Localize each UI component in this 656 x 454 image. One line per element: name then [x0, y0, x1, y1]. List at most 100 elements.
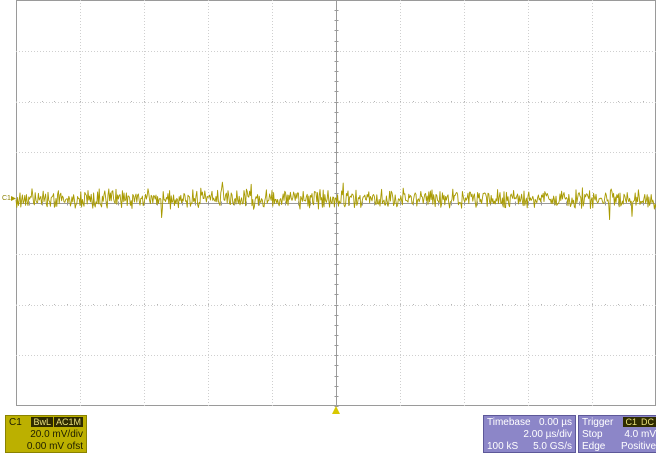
graticule-dot — [259, 101, 260, 102]
graticule-dot — [323, 304, 324, 305]
graticule-dot — [579, 101, 580, 102]
graticule-dot — [195, 304, 196, 305]
graticule-dot — [605, 304, 606, 305]
graticule-dot — [93, 101, 94, 102]
trace-line — [15, 181, 656, 221]
graticule-dot — [426, 304, 427, 305]
graticule-dot — [515, 101, 516, 102]
channel-offset: 0.00 mV ofst — [26, 441, 83, 452]
graticule-dot — [221, 101, 222, 102]
graticule-dot — [630, 101, 631, 102]
graticule-dot — [618, 304, 619, 305]
graticule-dot — [554, 101, 555, 102]
trigger-position-marker-icon[interactable] — [332, 406, 340, 414]
graticule-dot — [400, 304, 401, 305]
graticule-dot — [54, 101, 55, 102]
graticule-dot — [618, 101, 619, 102]
graticule-dot — [464, 304, 465, 305]
channel-ground-marker[interactable]: C1 — [2, 195, 16, 202]
graticule-dot — [16, 304, 17, 305]
graticule-dot — [259, 304, 260, 305]
graticule-dot — [374, 101, 375, 102]
graticule-dot — [310, 101, 311, 102]
channel-c1-descriptor[interactable]: C1 BwL AC1M 20.0 mV/div 0.00 mV ofst — [5, 415, 87, 453]
bandwidth-limit-badge: BwL — [31, 417, 53, 427]
graticule-dot — [464, 101, 465, 102]
graticule-dot — [272, 304, 273, 305]
graticule-dot — [157, 304, 158, 305]
graticule-dot — [29, 101, 30, 102]
graticule-dot — [42, 101, 43, 102]
graticule-dot — [80, 101, 81, 102]
trigger-slope: Positive — [620, 441, 656, 452]
graticule-dot — [438, 304, 439, 305]
trigger-level: 4.0 mV — [624, 429, 656, 440]
graticule-dot — [298, 304, 299, 305]
graticule-dot — [336, 304, 337, 305]
graticule-dot — [630, 304, 631, 305]
graticule-dot — [170, 101, 171, 102]
timebase-delay: 0.00 µs — [538, 417, 572, 428]
graticule-dot — [413, 101, 414, 102]
coupling-badge: AC1M — [53, 417, 83, 427]
trigger-mode: Stop — [582, 429, 603, 440]
channel-name: C1 — [9, 417, 22, 428]
graticule-dot — [349, 304, 350, 305]
graticule-dot — [592, 101, 593, 102]
graticule-dot — [118, 101, 119, 102]
graticule-dot — [67, 101, 68, 102]
graticule-dot — [272, 101, 273, 102]
timebase-scale: 2.00 µs/div — [523, 429, 572, 440]
trigger-title: Trigger — [582, 417, 614, 428]
graticule-dot — [400, 101, 401, 102]
graticule — [16, 0, 656, 407]
timebase-descriptor[interactable]: Timebase 0.00 µs 2.00 µs/div 100 kS 5.0 … — [483, 415, 576, 453]
graticule-dot — [16, 101, 17, 102]
trigger-descriptor[interactable]: Trigger C1 DC Stop 4.0 mV Edge Positive — [578, 415, 656, 453]
graticule-dot — [246, 101, 247, 102]
graticule-dot — [541, 304, 542, 305]
graticule-dot — [605, 101, 606, 102]
graticule-dot — [349, 101, 350, 102]
graticule-dot — [374, 304, 375, 305]
graticule-dot — [502, 101, 503, 102]
graticule-dot — [362, 101, 363, 102]
graticule-dot — [208, 101, 209, 102]
graticule-dot — [336, 101, 337, 102]
graticule-dot — [387, 101, 388, 102]
graticule-dot — [426, 101, 427, 102]
graticule-dot — [579, 304, 580, 305]
channel-vertical-scale: 20.0 mV/div — [30, 429, 83, 440]
graticule-dot — [182, 304, 183, 305]
graticule-dot — [387, 304, 388, 305]
graticule-dot — [323, 101, 324, 102]
graticule-dot — [54, 304, 55, 305]
graticule-dot — [208, 304, 209, 305]
trigger-type: Edge — [582, 441, 606, 452]
ground-arrow-icon — [11, 196, 16, 201]
graticule-dot — [362, 304, 363, 305]
timebase-title: Timebase — [487, 417, 531, 428]
graticule-dot — [67, 304, 68, 305]
timebase-sample-rate: 5.0 GS/s — [533, 441, 572, 452]
graticule-dot — [234, 101, 235, 102]
graticule-dot — [93, 304, 94, 305]
graticule-dot — [310, 304, 311, 305]
waveform-trace-c1 — [15, 181, 656, 221]
graticule-dot — [438, 101, 439, 102]
graticule-dot — [528, 304, 529, 305]
graticule-dot — [298, 101, 299, 102]
channel-marker-label: C1 — [2, 195, 11, 202]
graticule-dot — [490, 101, 491, 102]
graticule-dot — [592, 304, 593, 305]
graticule-dot — [413, 304, 414, 305]
graticule-dot — [42, 304, 43, 305]
graticule-dot — [515, 304, 516, 305]
graticule-dot — [554, 304, 555, 305]
graticule-dot — [106, 304, 107, 305]
timebase-samples: 100 kS — [487, 441, 519, 452]
graticule-dot — [195, 101, 196, 102]
graticule-dot — [643, 101, 644, 102]
